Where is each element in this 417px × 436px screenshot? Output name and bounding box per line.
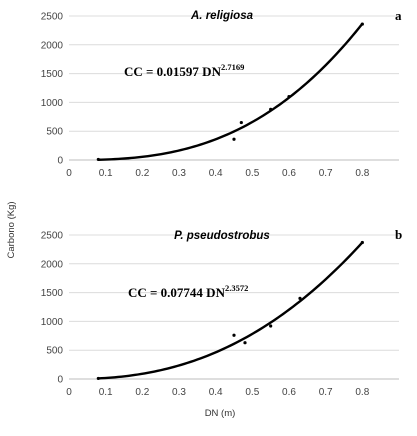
x-tick-label: 0.7: [319, 387, 333, 398]
y-tick-label: 2500: [41, 231, 64, 242]
panel-letter: a: [395, 8, 402, 23]
x-tick-label: 0.4: [209, 168, 223, 179]
data-point: [360, 240, 364, 245]
x-tick-label: 0.6: [282, 168, 296, 179]
regression-equation: CC = 0.01597 DN2.7169: [124, 62, 244, 79]
x-axis-title: DN (m): [205, 408, 236, 419]
y-tick-label: 0: [57, 375, 63, 386]
y-tick-label: 1000: [41, 98, 64, 109]
y-tick-label: 500: [46, 346, 63, 357]
data-point: [239, 120, 243, 125]
fitted-curve: [98, 23, 364, 161]
data-point: [287, 95, 291, 99]
data-point: [269, 324, 273, 328]
x-tick-label: 0: [66, 168, 72, 179]
data-point: [298, 296, 302, 300]
x-tick-label: 0.6: [282, 387, 296, 398]
data-point: [232, 137, 236, 141]
y-axis-title: Carbono (Kg): [6, 201, 17, 258]
data-point: [232, 333, 236, 337]
data-point: [269, 107, 273, 111]
y-tick-label: 1000: [41, 317, 64, 328]
data-point: [96, 376, 100, 381]
panel-b: 0 500 1000 1500 2000 2500 0 0.1 0.2 0.3 0.4 0.5 0.6 0…: [41, 227, 402, 398]
equation-exponent: 2.3572: [225, 283, 248, 293]
x-tick-label: 0: [66, 387, 72, 398]
panel-title: A. religiosa: [190, 10, 254, 22]
y-tick-label: 1500: [41, 69, 64, 80]
x-tick-label: 0.2: [135, 168, 149, 179]
data-point: [243, 341, 247, 345]
x-tick-label: 0.4: [209, 387, 223, 398]
y-tick-label: 2500: [41, 12, 64, 23]
data-point: [96, 157, 100, 162]
y-tick-label: 2000: [41, 259, 64, 270]
x-tick-label: 0.5: [245, 168, 259, 179]
equation-body: CC = 0.01597 DN: [124, 64, 222, 79]
fitted-curve: [98, 241, 364, 380]
x-tick-label: 0.8: [355, 168, 369, 179]
y-tick-label: 1500: [41, 288, 64, 299]
equation-body: CC = 0.07744 DN: [128, 285, 226, 300]
x-tick-label: 0.3: [172, 168, 186, 179]
x-tick-label: 0.1: [99, 168, 113, 179]
regression-equation: CC = 0.07744 DN2.3572: [128, 283, 248, 300]
equation-exponent: 2.7169: [221, 62, 244, 72]
panel-letter: b: [395, 227, 402, 242]
y-tick-label: 0: [57, 156, 63, 167]
panel-title: P. pseudostrobus: [174, 230, 270, 242]
x-tick-label: 0.5: [245, 387, 259, 398]
x-tick-label: 0.3: [172, 387, 186, 398]
panel-a: 0 500 1000 1500 2000 2500 0 0.1 0.2 0.3 0.4 0.5 0.6 0…: [41, 8, 402, 179]
data-point: [360, 22, 364, 26]
x-tick-label: 0.7: [319, 168, 333, 179]
x-tick-label: 0.2: [135, 387, 149, 398]
y-tick-label: 2000: [41, 40, 64, 51]
x-tick-label: 0.8: [355, 387, 369, 398]
y-tick-label: 500: [46, 127, 63, 138]
x-tick-label: 0.1: [99, 387, 113, 398]
